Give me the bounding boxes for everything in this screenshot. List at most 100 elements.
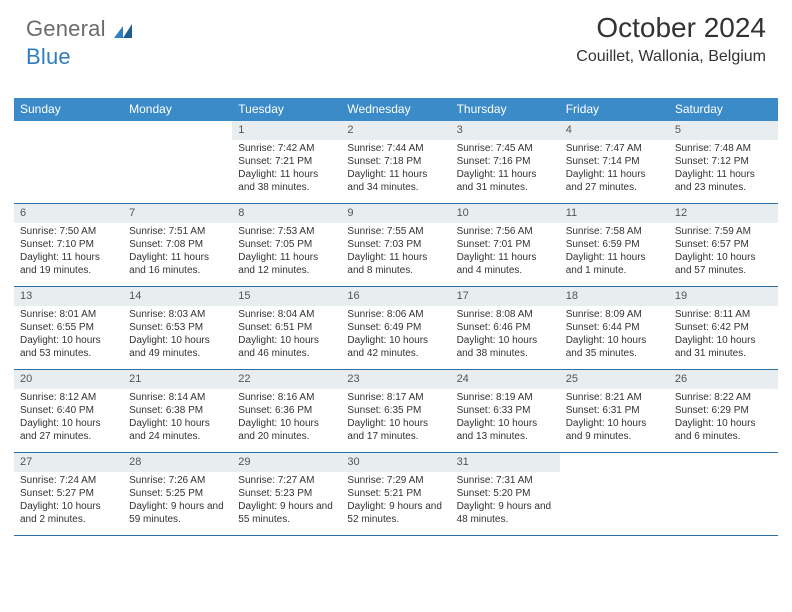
month-title: October 2024: [576, 12, 766, 44]
logo: General Blue: [26, 16, 132, 70]
daylight-text: Daylight: 11 hours and 4 minutes.: [457, 251, 554, 277]
day-body: Sunrise: 8:16 AMSunset: 6:36 PMDaylight:…: [232, 389, 341, 443]
day-cell: 11Sunrise: 7:58 AMSunset: 6:59 PMDayligh…: [560, 204, 669, 286]
day-number: 31: [451, 453, 560, 472]
daylight-text: Daylight: 11 hours and 12 minutes.: [238, 251, 335, 277]
day-cell: 17Sunrise: 8:08 AMSunset: 6:46 PMDayligh…: [451, 287, 560, 369]
sunrise-text: Sunrise: 8:12 AM: [20, 391, 117, 404]
daylight-text: Daylight: 9 hours and 55 minutes.: [238, 500, 335, 526]
sunrise-text: Sunrise: 8:21 AM: [566, 391, 663, 404]
day-cell: 7Sunrise: 7:51 AMSunset: 7:08 PMDaylight…: [123, 204, 232, 286]
day-number: 27: [14, 453, 123, 472]
sunset-text: Sunset: 6:35 PM: [347, 404, 444, 417]
day-body: Sunrise: 7:55 AMSunset: 7:03 PMDaylight:…: [341, 223, 450, 277]
sunset-text: Sunset: 5:25 PM: [129, 487, 226, 500]
daylight-text: Daylight: 11 hours and 34 minutes.: [347, 168, 444, 194]
sunrise-text: Sunrise: 7:27 AM: [238, 474, 335, 487]
day-cell: [123, 121, 232, 203]
day-body: Sunrise: 7:47 AMSunset: 7:14 PMDaylight:…: [560, 140, 669, 194]
week-row: 20Sunrise: 8:12 AMSunset: 6:40 PMDayligh…: [14, 370, 778, 453]
daylight-text: Daylight: 10 hours and 27 minutes.: [20, 417, 117, 443]
day-body: Sunrise: 8:17 AMSunset: 6:35 PMDaylight:…: [341, 389, 450, 443]
day-cell: 28Sunrise: 7:26 AMSunset: 5:25 PMDayligh…: [123, 453, 232, 535]
daylight-text: Daylight: 10 hours and 9 minutes.: [566, 417, 663, 443]
weekday-thursday: Thursday: [451, 98, 560, 121]
day-number: 6: [14, 204, 123, 223]
day-cell: 15Sunrise: 8:04 AMSunset: 6:51 PMDayligh…: [232, 287, 341, 369]
day-cell: 25Sunrise: 8:21 AMSunset: 6:31 PMDayligh…: [560, 370, 669, 452]
day-number: 18: [560, 287, 669, 306]
daylight-text: Daylight: 10 hours and 24 minutes.: [129, 417, 226, 443]
sunset-text: Sunset: 6:33 PM: [457, 404, 554, 417]
day-number: 12: [669, 204, 778, 223]
day-body: Sunrise: 7:53 AMSunset: 7:05 PMDaylight:…: [232, 223, 341, 277]
daylight-text: Daylight: 10 hours and 53 minutes.: [20, 334, 117, 360]
sunset-text: Sunset: 5:23 PM: [238, 487, 335, 500]
day-cell: 14Sunrise: 8:03 AMSunset: 6:53 PMDayligh…: [123, 287, 232, 369]
day-cell: 26Sunrise: 8:22 AMSunset: 6:29 PMDayligh…: [669, 370, 778, 452]
day-cell: 22Sunrise: 8:16 AMSunset: 6:36 PMDayligh…: [232, 370, 341, 452]
day-body: Sunrise: 7:56 AMSunset: 7:01 PMDaylight:…: [451, 223, 560, 277]
day-body: Sunrise: 8:22 AMSunset: 6:29 PMDaylight:…: [669, 389, 778, 443]
day-body: Sunrise: 7:58 AMSunset: 6:59 PMDaylight:…: [560, 223, 669, 277]
day-body: Sunrise: 8:08 AMSunset: 6:46 PMDaylight:…: [451, 306, 560, 360]
sunset-text: Sunset: 6:55 PM: [20, 321, 117, 334]
day-number: 11: [560, 204, 669, 223]
calendar: Sunday Monday Tuesday Wednesday Thursday…: [14, 98, 778, 536]
daylight-text: Daylight: 10 hours and 42 minutes.: [347, 334, 444, 360]
sunrise-text: Sunrise: 8:06 AM: [347, 308, 444, 321]
day-cell: 6Sunrise: 7:50 AMSunset: 7:10 PMDaylight…: [14, 204, 123, 286]
sunset-text: Sunset: 6:40 PM: [20, 404, 117, 417]
day-body: Sunrise: 7:48 AMSunset: 7:12 PMDaylight:…: [669, 140, 778, 194]
day-body: Sunrise: 7:42 AMSunset: 7:21 PMDaylight:…: [232, 140, 341, 194]
day-body: [669, 458, 778, 460]
sunset-text: Sunset: 6:44 PM: [566, 321, 663, 334]
sunset-text: Sunset: 7:18 PM: [347, 155, 444, 168]
sunset-text: Sunset: 7:12 PM: [675, 155, 772, 168]
daylight-text: Daylight: 11 hours and 23 minutes.: [675, 168, 772, 194]
day-body: Sunrise: 7:29 AMSunset: 5:21 PMDaylight:…: [341, 472, 450, 526]
day-number: 1: [232, 121, 341, 140]
sunrise-text: Sunrise: 7:55 AM: [347, 225, 444, 238]
daylight-text: Daylight: 10 hours and 35 minutes.: [566, 334, 663, 360]
day-cell: [669, 453, 778, 535]
day-body: [123, 126, 232, 128]
day-cell: 19Sunrise: 8:11 AMSunset: 6:42 PMDayligh…: [669, 287, 778, 369]
day-cell: 31Sunrise: 7:31 AMSunset: 5:20 PMDayligh…: [451, 453, 560, 535]
sunrise-text: Sunrise: 7:44 AM: [347, 142, 444, 155]
daylight-text: Daylight: 10 hours and 49 minutes.: [129, 334, 226, 360]
daylight-text: Daylight: 10 hours and 46 minutes.: [238, 334, 335, 360]
daylight-text: Daylight: 11 hours and 38 minutes.: [238, 168, 335, 194]
day-number: 25: [560, 370, 669, 389]
daylight-text: Daylight: 10 hours and 13 minutes.: [457, 417, 554, 443]
sunset-text: Sunset: 6:29 PM: [675, 404, 772, 417]
sunset-text: Sunset: 6:36 PM: [238, 404, 335, 417]
sunrise-text: Sunrise: 7:53 AM: [238, 225, 335, 238]
week-row: 1Sunrise: 7:42 AMSunset: 7:21 PMDaylight…: [14, 121, 778, 204]
day-cell: 23Sunrise: 8:17 AMSunset: 6:35 PMDayligh…: [341, 370, 450, 452]
daylight-text: Daylight: 9 hours and 59 minutes.: [129, 500, 226, 526]
weekday-monday: Monday: [123, 98, 232, 121]
sunrise-text: Sunrise: 7:56 AM: [457, 225, 554, 238]
sunrise-text: Sunrise: 7:51 AM: [129, 225, 226, 238]
daylight-text: Daylight: 9 hours and 52 minutes.: [347, 500, 444, 526]
day-cell: 8Sunrise: 7:53 AMSunset: 7:05 PMDaylight…: [232, 204, 341, 286]
sunrise-text: Sunrise: 8:08 AM: [457, 308, 554, 321]
day-number: 8: [232, 204, 341, 223]
sunrise-text: Sunrise: 7:26 AM: [129, 474, 226, 487]
day-number: 22: [232, 370, 341, 389]
sunrise-text: Sunrise: 8:11 AM: [675, 308, 772, 321]
daylight-text: Daylight: 11 hours and 8 minutes.: [347, 251, 444, 277]
day-cell: 29Sunrise: 7:27 AMSunset: 5:23 PMDayligh…: [232, 453, 341, 535]
day-number: 23: [341, 370, 450, 389]
sunrise-text: Sunrise: 7:48 AM: [675, 142, 772, 155]
logo-text-general: General: [26, 16, 106, 41]
header: General Blue October 2024 Couillet, Wall…: [0, 0, 792, 98]
day-number: 16: [341, 287, 450, 306]
sunrise-text: Sunrise: 7:50 AM: [20, 225, 117, 238]
daylight-text: Daylight: 10 hours and 38 minutes.: [457, 334, 554, 360]
day-number: 15: [232, 287, 341, 306]
day-number: 7: [123, 204, 232, 223]
daylight-text: Daylight: 10 hours and 6 minutes.: [675, 417, 772, 443]
sunrise-text: Sunrise: 8:19 AM: [457, 391, 554, 404]
